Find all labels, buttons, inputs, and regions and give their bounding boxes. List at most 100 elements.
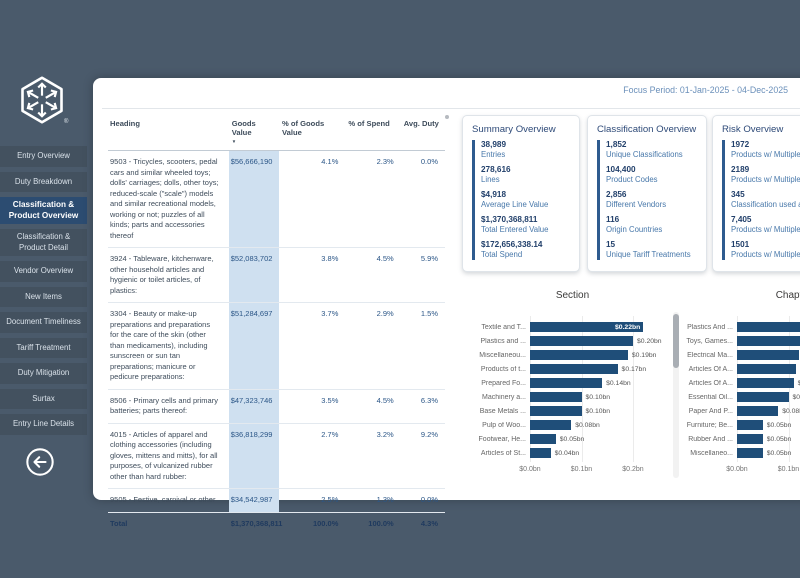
sidebar-item-document-timeliness[interactable]: Document Timeliness: [0, 312, 87, 333]
bar-paper-and-p[interactable]: [737, 406, 779, 416]
kpi-value: 7,405: [731, 215, 752, 224]
category-label: Plastics And ...: [687, 323, 733, 331]
bar-row: Toys, Games... $0.13bn: [686, 334, 800, 348]
bar-rubber-and[interactable]: [737, 434, 763, 444]
kpi-label: Unique Classifications: [606, 150, 683, 159]
bar-value-label: $0.08bn: [575, 421, 600, 429]
sidebar-item-tariff-treatment[interactable]: Tariff Treatment: [0, 337, 87, 358]
bar-track: $0.05bn: [737, 420, 800, 430]
table-row[interactable]: 9505 - Festive, carnival or other $34,542…: [108, 488, 445, 513]
card-summary-overview: Summary Overview 38,989 Entries 278,616 Line…: [462, 115, 580, 272]
bar-value-label: $0.05bn: [766, 435, 792, 443]
column-header-goods-value[interactable]: Goods Value ▼: [228, 114, 279, 151]
bar-plastics-and[interactable]: [530, 336, 633, 346]
cell-avg-duty: 4.3%: [400, 511, 445, 535]
bar-toys-games[interactable]: [737, 336, 800, 346]
category-label: Products of t...: [480, 365, 526, 373]
x-axis-tick-label: $0.2bn: [622, 466, 644, 473]
bar-articles-of-st[interactable]: [530, 448, 551, 458]
sidebar-item-classification-product-overview[interactable]: Classification & Product Overview: [0, 197, 87, 224]
chart-scrollbar-thumb[interactable]: [673, 314, 679, 368]
column-header-heading[interactable]: Heading: [108, 114, 229, 151]
table-scrollbar-thumb[interactable]: [445, 115, 449, 119]
sidebar-item-entry-overview[interactable]: Entry Overview: [0, 146, 87, 167]
bar-electrical-ma[interactable]: [737, 350, 799, 360]
bar-track: $0.11bn: [737, 378, 800, 388]
cell-goods-value: $51,284,697: [228, 302, 279, 390]
kpi-origin-countries: 116 Origin Countries: [606, 215, 706, 235]
bar-prepared-fo[interactable]: [530, 378, 603, 388]
cell-pct-spend: 2.9%: [345, 302, 401, 390]
table-total-row[interactable]: Total $1,370,368,811 100.0% 100.0% 4.3%: [108, 511, 445, 535]
bar-pulp-of-woo[interactable]: [530, 420, 572, 430]
bar-articles-of-a[interactable]: [737, 364, 797, 374]
bar-value-label: $0.10bn: [585, 407, 611, 415]
column-header-avg-duty[interactable]: Avg. Duty: [400, 114, 445, 151]
cell-pct-goods-value: 2.7%: [279, 423, 346, 489]
bar-plastics-and[interactable]: [737, 322, 800, 332]
bar-miscellaneou[interactable]: [530, 350, 628, 360]
cell-heading: 4015 - Articles of apparel and clothing …: [108, 423, 229, 489]
bar-miscellaneo[interactable]: [737, 448, 763, 458]
column-header-of-spend[interactable]: % of Spend: [345, 114, 401, 151]
bar-track: $0.13bn: [737, 336, 800, 346]
bar-articles-of-a[interactable]: [737, 378, 794, 388]
kpi-label: Unique Tariff Treatments: [606, 250, 691, 259]
gridline: [530, 316, 531, 462]
bar-track: $0.13bn: [737, 322, 800, 332]
sidebar: ® Entry Overview Duty Breakdown Classifica…: [0, 0, 93, 578]
back-button[interactable]: [21, 443, 59, 481]
bar-footwear-he[interactable]: [530, 434, 556, 444]
sidebar-item-vendor-overview[interactable]: Vendor Overview: [0, 261, 87, 282]
category-label: Articles Of A...: [688, 379, 733, 387]
kpi-label: Products w/ Multiple C: [731, 150, 800, 159]
kpi-product-codes: 104,400 Product Codes: [606, 165, 706, 185]
bar-value-label: $0.20bn: [637, 337, 662, 345]
table-row[interactable]: 9503 - Tricycles, scooters, pedal cars a…: [108, 150, 445, 248]
bar-row: Textile and T... $0.22bn: [465, 320, 680, 334]
category-label: Footwear, He...: [478, 435, 526, 443]
cell-pct-spend: 4.5%: [345, 247, 401, 303]
table-row[interactable]: 3304 - Beauty or make-up preparations an…: [108, 302, 445, 390]
bar-value-label: $0.05bn: [766, 421, 792, 429]
sidebar-item-duty-breakdown[interactable]: Duty Breakdown: [0, 171, 87, 192]
category-label: Base Metals ...: [479, 407, 526, 415]
bar-value-label: $0.14bn: [606, 379, 631, 387]
sidebar-item-surtax[interactable]: Surtax: [0, 388, 87, 409]
bar-base-metals[interactable]: [530, 406, 582, 416]
bar-textile-and-t[interactable]: $0.22bn: [530, 322, 644, 332]
table-row[interactable]: 3924 - Tableware, kitchenware, other hou…: [108, 247, 445, 303]
kpi-entries: 38,989 Entries: [481, 140, 579, 160]
plot-area: Plastics And ... $0.13bn Toys, Games... $0.…: [686, 320, 800, 460]
table-row[interactable]: 4015 - Articles of apparel and clothing …: [108, 423, 445, 489]
category-label: Pulp of Woo...: [482, 421, 526, 429]
bar-row: Rubber And ... $0.05bn: [686, 432, 800, 446]
kpi-label: Average Line Value: [481, 200, 549, 209]
sidebar-item-new-items[interactable]: New Items: [0, 286, 87, 307]
sidebar-item-classification-product-detail[interactable]: Classification & Product Detail: [0, 229, 87, 256]
kpi-value: $172,656,338.14: [481, 240, 543, 249]
bar-row: Articles Of A... $0.12bn: [686, 362, 800, 376]
bar-products-of-t[interactable]: [530, 364, 618, 374]
cell-avg-duty: 0.0%: [400, 488, 445, 513]
bar-machinery-a[interactable]: [530, 392, 582, 402]
bar-essential-oil[interactable]: [737, 392, 789, 402]
sidebar-item-duty-mitigation[interactable]: Duty Mitigation: [0, 363, 87, 384]
bar-furniture-be[interactable]: [737, 420, 763, 430]
cell-pct-goods-value: 3.5%: [279, 389, 346, 424]
cell-avg-duty: 9.2%: [400, 423, 445, 489]
bar-row: Articles of St... $0.04bn: [465, 446, 680, 460]
column-header-of-goods-value[interactable]: % of Goods Value: [279, 114, 346, 151]
chart-scrollbar[interactable]: [673, 312, 679, 478]
kpi-unique-classifications: 1,852 Unique Classifications: [606, 140, 706, 160]
table-header-row: Heading Goods Value ▼% of Goods Value% of …: [108, 114, 445, 151]
bar-row: Paper And P... $0.08bn: [686, 404, 800, 418]
cell-heading: 3304 - Beauty or make-up preparations an…: [108, 302, 229, 390]
sidebar-item-entry-line-details[interactable]: Entry Line Details: [0, 414, 87, 435]
category-label: Articles of St...: [480, 449, 526, 457]
app-logo-hexagon-arrows-icon: [16, 74, 68, 126]
category-label: Miscellaneou...: [479, 351, 526, 359]
table-row[interactable]: 8506 - Primary cells and primary batteri…: [108, 389, 445, 424]
kpi-label: Classification used a s: [731, 200, 800, 209]
bar-value-label: $0.19bn: [631, 351, 657, 359]
